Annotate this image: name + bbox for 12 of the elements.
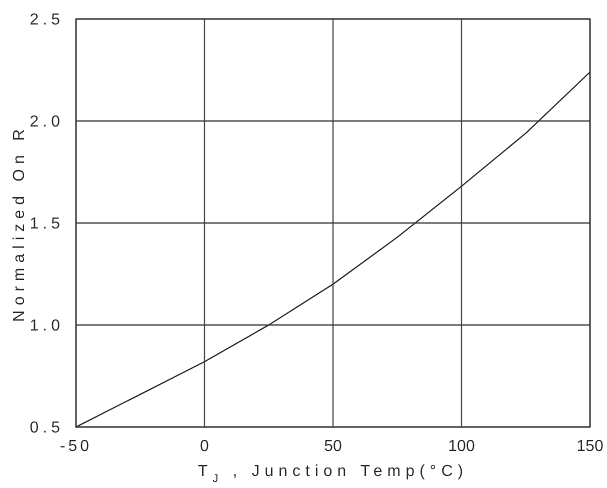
x-tick-label: 100 [448, 438, 475, 455]
y-tick-label: 2.5 [30, 12, 64, 29]
x-tick-label: 150 [576, 438, 604, 455]
y-tick-label: 1.5 [30, 216, 64, 233]
x-tick-label: -50 [60, 438, 92, 455]
x-tick-label: 0 [200, 438, 210, 455]
x-axis-title: T$_{J}$ , Junction Temp(°C) [198, 463, 468, 485]
y-axis-title: Normalized On R [11, 124, 28, 322]
x-tick-label: 50 [324, 438, 342, 455]
y-tick-label: 0.5 [30, 420, 64, 437]
y-tick-label: 1.0 [30, 318, 64, 335]
y-tick-label: 2.0 [30, 114, 64, 131]
